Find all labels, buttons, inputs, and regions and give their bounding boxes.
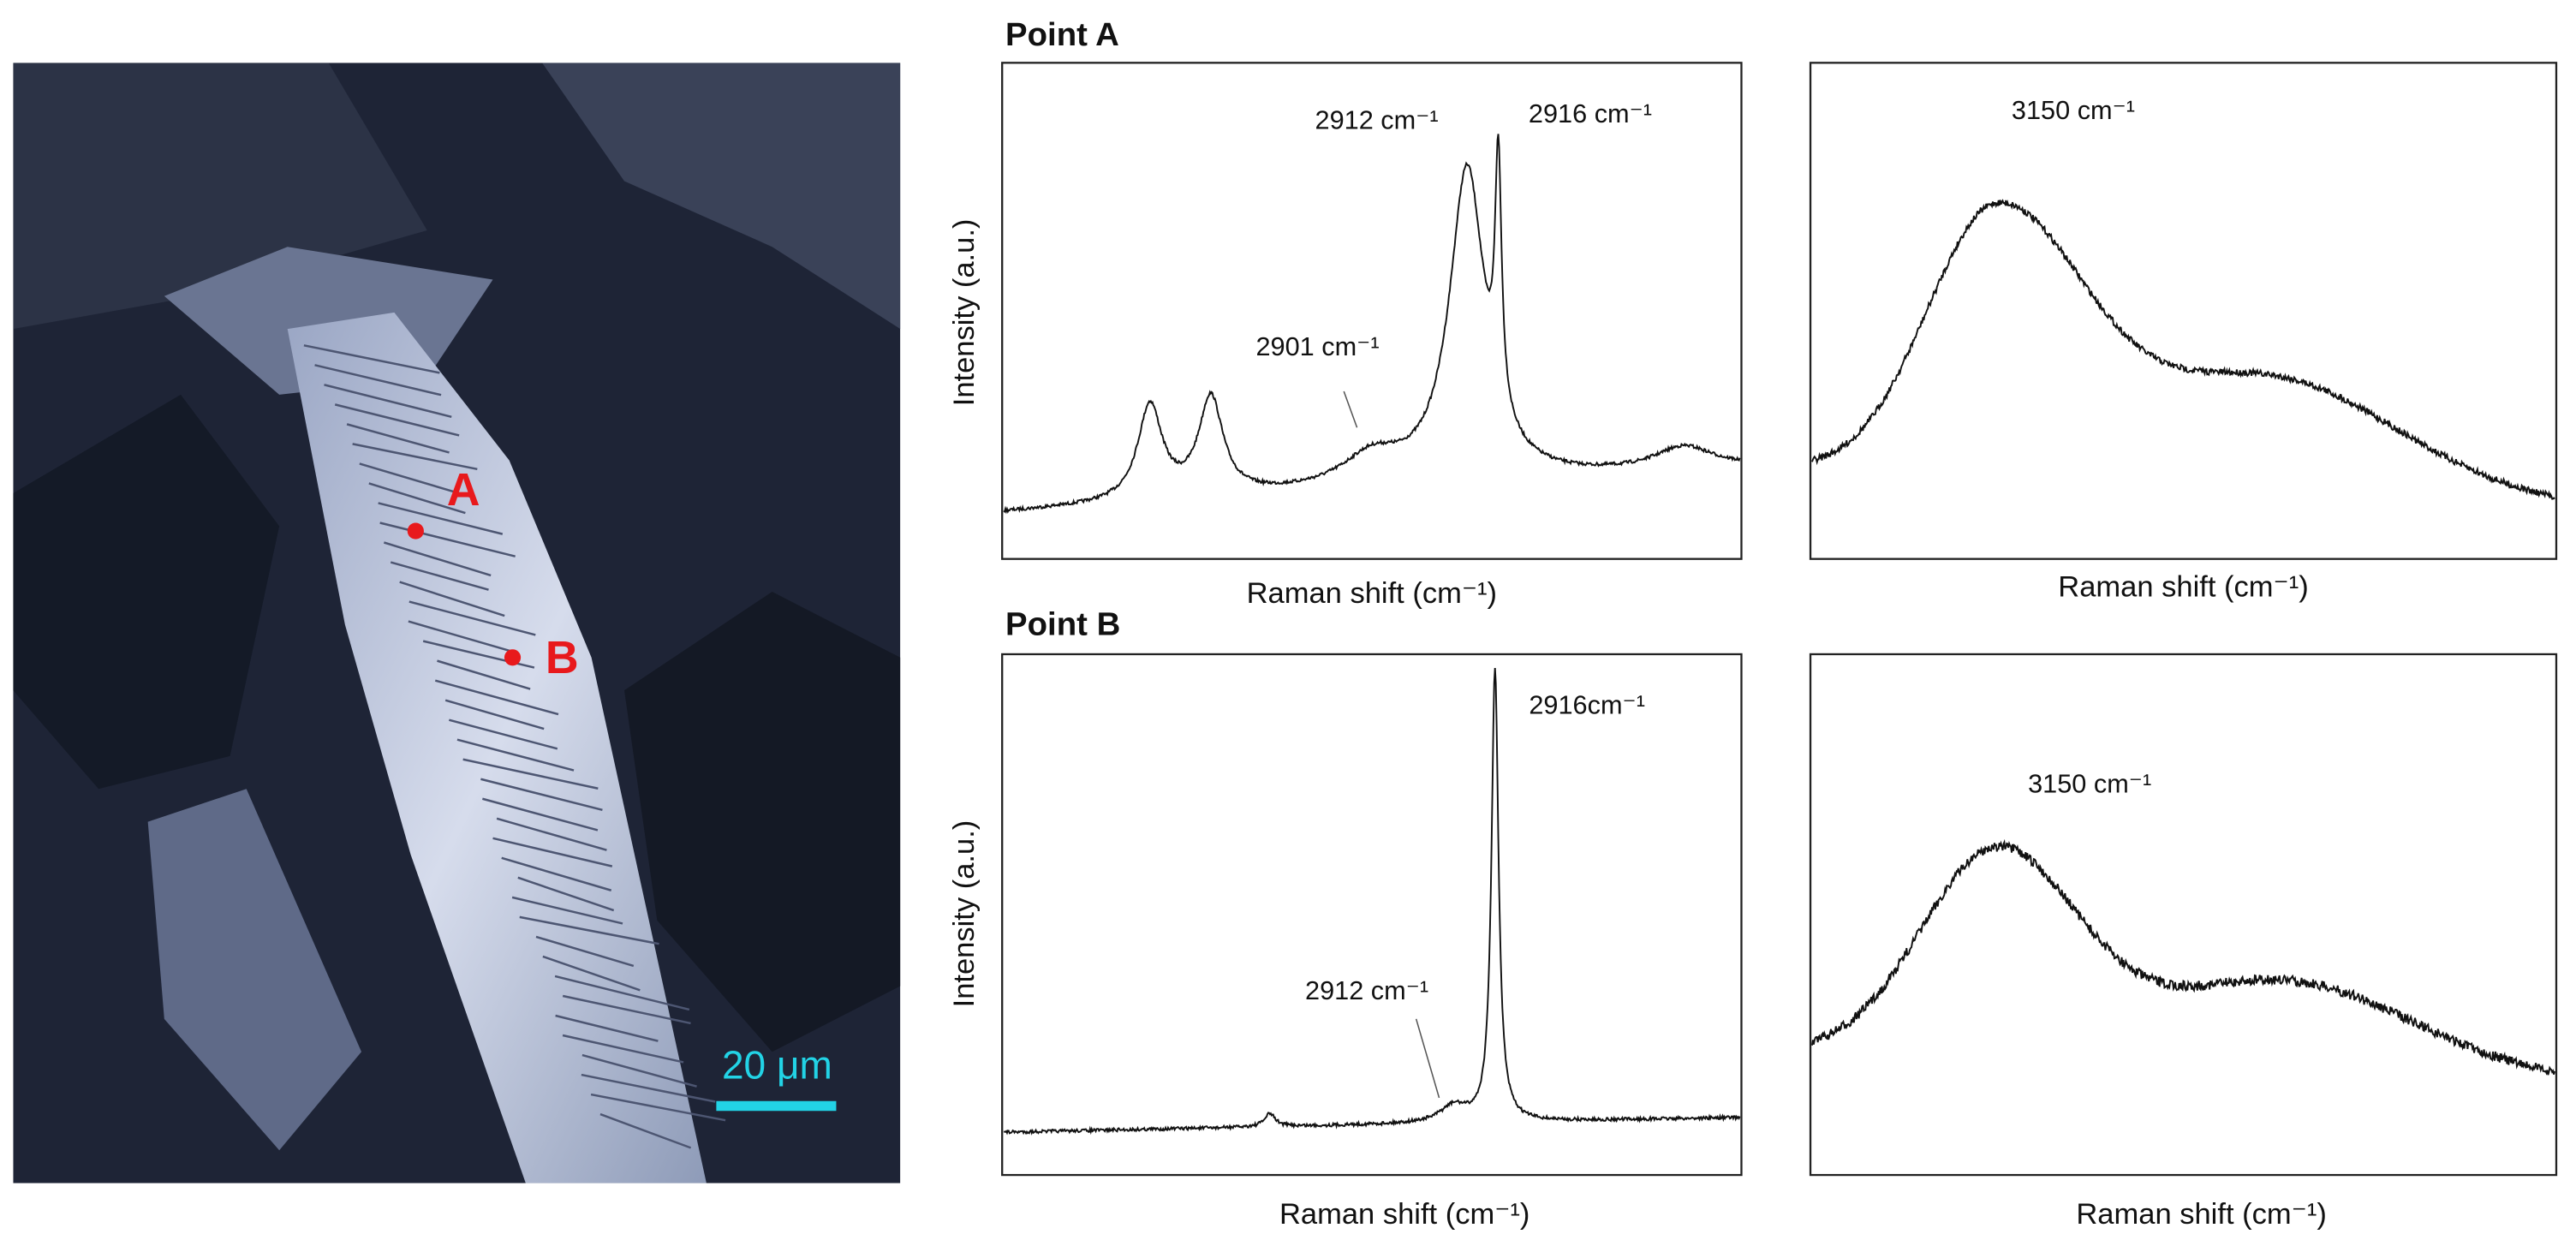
plot-frame (1001, 62, 1743, 560)
stripe (480, 778, 603, 812)
stripe (462, 758, 599, 790)
point-b-marker (504, 649, 522, 666)
stripe (542, 955, 641, 992)
peak-annotation: 3150 cm⁻¹ (2012, 95, 2135, 125)
point-label: B (546, 632, 579, 683)
point-label: A (447, 464, 480, 516)
stripes (303, 344, 726, 1149)
point-a-marker (407, 522, 424, 540)
stripe (555, 1014, 659, 1042)
stripe (383, 541, 492, 577)
stripe (352, 443, 478, 471)
stripe (581, 1053, 697, 1088)
stripe (519, 915, 659, 945)
plot-frame (1809, 653, 2558, 1177)
grain (13, 63, 427, 330)
peak-annotation: 2916 cm⁻¹ (1529, 98, 1652, 128)
stripe (501, 856, 612, 891)
stripe (378, 502, 504, 535)
scale-bar-label: 20 μm (722, 1043, 832, 1088)
spectrum-curve (1003, 668, 1741, 1136)
spectrum-curve (1811, 838, 2555, 1076)
stripe (535, 935, 635, 968)
stripe (492, 837, 613, 867)
stripe (456, 738, 575, 772)
stripe (590, 1093, 726, 1122)
stripe (346, 423, 450, 454)
stripe (368, 482, 466, 515)
x-axis-label: Raman shift (cm⁻¹) (2058, 570, 2308, 603)
y-axis-label: Intensity (a.u.) (948, 219, 981, 407)
grain (542, 63, 901, 330)
stripe (599, 1112, 692, 1149)
peak-annotation: 3150 cm⁻¹ (2028, 769, 2151, 799)
stripe (390, 561, 489, 591)
stripe (482, 797, 599, 832)
panel-title: Point B (1005, 605, 1120, 642)
stripe (434, 679, 559, 716)
stripe (334, 403, 460, 437)
peak-annotation: 2912 cm⁻¹ (1305, 975, 1428, 1005)
stripe (554, 975, 690, 1011)
stripe (437, 659, 531, 690)
grain (623, 592, 901, 1052)
stripe (496, 817, 607, 851)
spectrum-curve (1003, 134, 1741, 515)
stripe (399, 581, 505, 617)
annotation-arrow (1343, 390, 1358, 428)
stripe (444, 699, 545, 730)
stripe (517, 876, 615, 912)
spectrum-curve (1811, 199, 2555, 500)
stripe (408, 600, 536, 636)
stripe (581, 1073, 716, 1103)
plot-frame (1001, 653, 1743, 1177)
bright-grain (287, 312, 707, 1183)
stripe (314, 364, 442, 396)
stripe (359, 462, 474, 499)
stripe (449, 718, 558, 750)
stripe (511, 896, 623, 925)
stripe (562, 1034, 684, 1064)
stripe (408, 620, 513, 653)
y-axis-label: Intensity (a.u.) (948, 820, 981, 1008)
panel-title: Point A (1005, 16, 1119, 53)
stripe (379, 522, 516, 557)
peak-annotation: 2901 cm⁻¹ (1255, 331, 1379, 361)
grain (13, 394, 280, 790)
x-axis-label: Raman shift (cm⁻¹) (1247, 577, 1497, 610)
micrograph: A B 20 μm (13, 63, 901, 1183)
peak-annotation: 2916cm⁻¹ (1529, 689, 1645, 719)
peak-annotation: 2912 cm⁻¹ (1315, 105, 1439, 135)
stripe (324, 384, 452, 419)
stripe (562, 994, 691, 1025)
stripe (303, 344, 440, 374)
x-axis-label: Raman shift (cm⁻¹) (2076, 1198, 2326, 1231)
x-axis-label: Raman shift (cm⁻¹) (1279, 1198, 1530, 1231)
grain (147, 789, 362, 1151)
plot-frame (1809, 62, 2558, 560)
annotation-arrow (1415, 1018, 1440, 1099)
